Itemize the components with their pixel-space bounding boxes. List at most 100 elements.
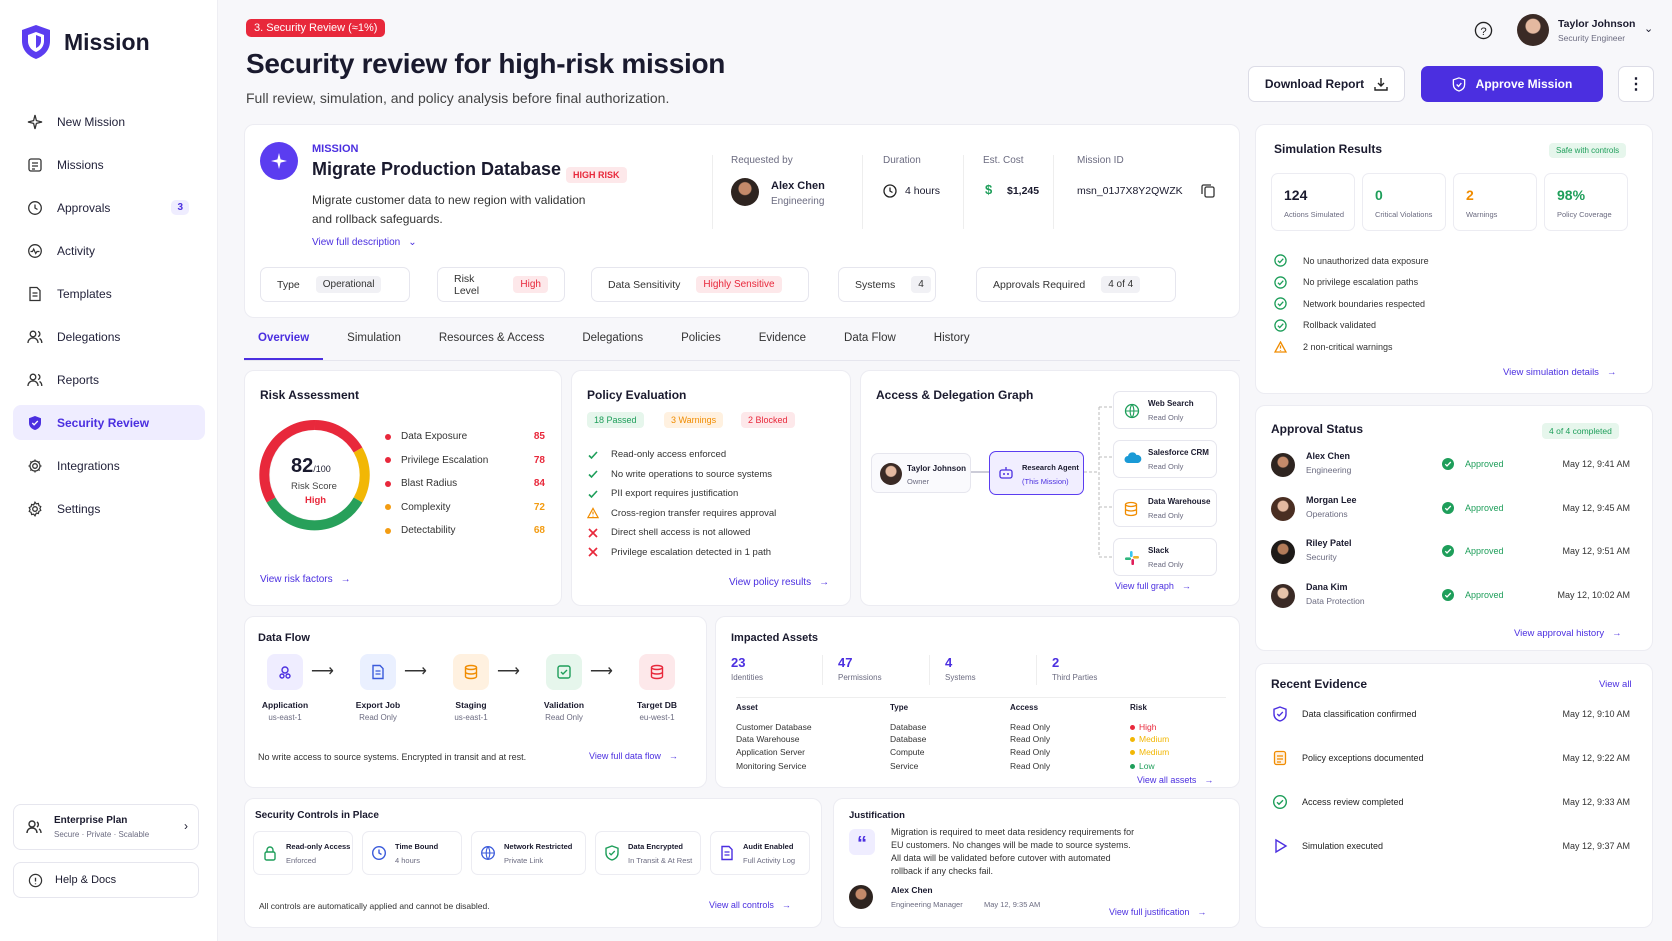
tab-resources-access[interactable]: Resources & Access xyxy=(438,332,545,344)
control-title: Read-only Access xyxy=(286,842,351,851)
risk-factor-row: Complexity 72 xyxy=(385,496,545,520)
justification-link-label: View full justification xyxy=(1109,907,1190,917)
sidebar-item-security-review[interactable]: Security Review xyxy=(13,405,205,440)
risk-factor-label: Blast Radius xyxy=(401,478,458,490)
owner-node[interactable]: Taylor Johnson Owner xyxy=(871,453,971,493)
chevron-down-icon: ⌄ xyxy=(408,237,417,248)
document-icon xyxy=(360,654,396,690)
justification-text: Migration is required to meet data resid… xyxy=(891,826,1134,878)
table-cell: Read Only xyxy=(1010,759,1130,773)
view-full-justification-link[interactable]: View full justification → xyxy=(1109,907,1206,917)
svg-text:?: ? xyxy=(1480,26,1486,38)
duration-label: Duration xyxy=(883,155,921,166)
tab-policies[interactable]: Policies xyxy=(681,332,721,344)
table-cell: Database xyxy=(890,716,1010,732)
dollar-icon: $ xyxy=(985,182,993,197)
user-avatar[interactable] xyxy=(1517,14,1549,46)
graph-target-node[interactable]: Salesforce CRM Read Only xyxy=(1113,440,1217,478)
sidebar-item-activity[interactable]: Activity xyxy=(13,233,205,268)
sidebar-item-missions[interactable]: Missions xyxy=(13,147,205,182)
tab-overview[interactable]: Overview xyxy=(244,322,324,360)
approver-dept: Data Protection xyxy=(1306,595,1365,606)
tab-evidence[interactable]: Evidence xyxy=(758,332,807,344)
graph-target-node[interactable]: Slack Read Only xyxy=(1113,538,1217,576)
passed-badge: 18 Passed xyxy=(587,412,644,428)
view-all-evidence-link[interactable]: View all xyxy=(1599,679,1632,690)
evidence-label[interactable]: Access review completed xyxy=(1302,797,1404,807)
sidebar-item-delegations[interactable]: Delegations xyxy=(13,319,205,354)
cell-text: Read Only xyxy=(1010,747,1051,758)
evidence-label[interactable]: Simulation executed xyxy=(1302,841,1384,851)
tab-history[interactable]: History xyxy=(933,332,970,344)
justification-date: May 12, 9:35 AM xyxy=(984,900,1041,909)
table-cell: Read Only xyxy=(1010,746,1130,760)
policy-item-label: PII export requires justification xyxy=(611,488,739,500)
meta-systems-value: 4 xyxy=(911,276,931,293)
copy-icon[interactable] xyxy=(1201,183,1215,198)
check-label: Rollback validated xyxy=(1303,320,1377,331)
activity-icon xyxy=(28,243,42,258)
evidence-label[interactable]: Data classification confirmed xyxy=(1302,709,1417,719)
clock-icon xyxy=(883,184,897,198)
view-full-data-flow-link[interactable]: View full data flow → xyxy=(589,751,678,761)
tab-delegations[interactable]: Delegations xyxy=(582,332,644,344)
tab-simulation[interactable]: Simulation xyxy=(347,332,401,344)
table-row[interactable]: Monitoring Service Service Read Only Low xyxy=(736,759,1216,773)
shield-check-icon xyxy=(1452,76,1465,92)
agent-node[interactable]: Research Agent (This Mission) xyxy=(989,451,1084,495)
mission-name: Migrate Production Database xyxy=(312,159,562,179)
sidebar-item-approvals[interactable]: Approvals 3 xyxy=(13,190,205,225)
document-icon xyxy=(29,286,41,301)
view-simulation-details-link[interactable]: View simulation details → xyxy=(1503,367,1616,378)
shield-logo-icon xyxy=(22,25,50,59)
table-header-row: Asset Type Access Risk xyxy=(736,698,1216,716)
cell-text: Database xyxy=(890,722,927,732)
view-approval-history-link[interactable]: View approval history → xyxy=(1514,628,1622,639)
check-circle-icon xyxy=(1274,319,1287,332)
tab-data-flow[interactable]: Data Flow xyxy=(844,332,896,344)
help-docs-link[interactable]: Help & Docs xyxy=(13,862,199,898)
sidebar-item-templates[interactable]: Templates xyxy=(13,276,205,311)
flow-step-name: Staging xyxy=(455,700,487,710)
evidence-label[interactable]: Policy exceptions documented xyxy=(1302,753,1424,763)
risk-factor-value: 85 xyxy=(533,431,545,443)
app-logo[interactable]: Mission xyxy=(20,24,150,60)
sidebar-item-reports[interactable]: Reports xyxy=(13,362,205,397)
approver-avatar xyxy=(1271,453,1295,477)
cell-text: Medium xyxy=(1139,733,1170,744)
check-circle-icon xyxy=(1442,501,1454,514)
plan-card[interactable]: Enterprise Plan Secure · Private · Scala… xyxy=(13,804,199,850)
asset-stat-number: 4 xyxy=(945,655,953,670)
approver-avatar xyxy=(1271,496,1295,521)
sidebar-item-label: Missions xyxy=(57,157,104,172)
table-row[interactable]: Application Server Compute Read Only Medium xyxy=(736,746,1216,760)
risk-dot xyxy=(385,480,391,487)
table-row[interactable]: Data Warehouse Database Read Only Medium xyxy=(736,732,1216,746)
view-all-assets-link[interactable]: View all assets → xyxy=(1137,775,1213,785)
approve-mission-button[interactable]: Approve Mission xyxy=(1421,66,1603,102)
sidebar-item-new-mission[interactable]: New Mission xyxy=(13,104,205,139)
risk-factor-row: Privilege Escalation 78 xyxy=(385,449,545,473)
view-full-graph-link[interactable]: View full graph → xyxy=(1115,581,1191,591)
graph-target-node[interactable]: Web Search Read Only xyxy=(1113,391,1217,429)
more-options-button[interactable]: ⋮ xyxy=(1618,66,1654,102)
globe-icon xyxy=(480,845,496,861)
sidebar-item-integrations[interactable]: Integrations xyxy=(13,448,205,483)
view-policy-results-link[interactable]: View policy results → xyxy=(729,577,829,588)
controls-note: All controls are automatically applied a… xyxy=(259,901,490,911)
view-risk-factors-link[interactable]: View risk factors → xyxy=(260,574,351,585)
simulation-stat: 2 Warnings xyxy=(1453,173,1537,231)
chevron-down-icon[interactable]: ⌄ xyxy=(1644,23,1654,35)
graph-target-node[interactable]: Data Warehouse Read Only xyxy=(1113,489,1217,527)
approval-badge: 4 of 4 completed xyxy=(1542,423,1619,439)
table-row[interactable]: Customer Database Database Read Only High xyxy=(736,716,1216,732)
view-full-description-link[interactable]: View full description ⌄ xyxy=(312,237,417,248)
download-report-button[interactable]: Download Report xyxy=(1248,66,1405,102)
control-item: Read-only Access Enforced xyxy=(253,831,353,875)
sidebar-item-settings[interactable]: Settings xyxy=(13,491,205,526)
view-all-controls-link[interactable]: View all controls → xyxy=(709,900,791,910)
help-circle-icon[interactable]: ? xyxy=(1474,21,1493,40)
approval-title: Approval Status xyxy=(1271,422,1364,436)
asset-stat-label: Permissions xyxy=(838,673,882,682)
database-icon xyxy=(639,654,675,690)
